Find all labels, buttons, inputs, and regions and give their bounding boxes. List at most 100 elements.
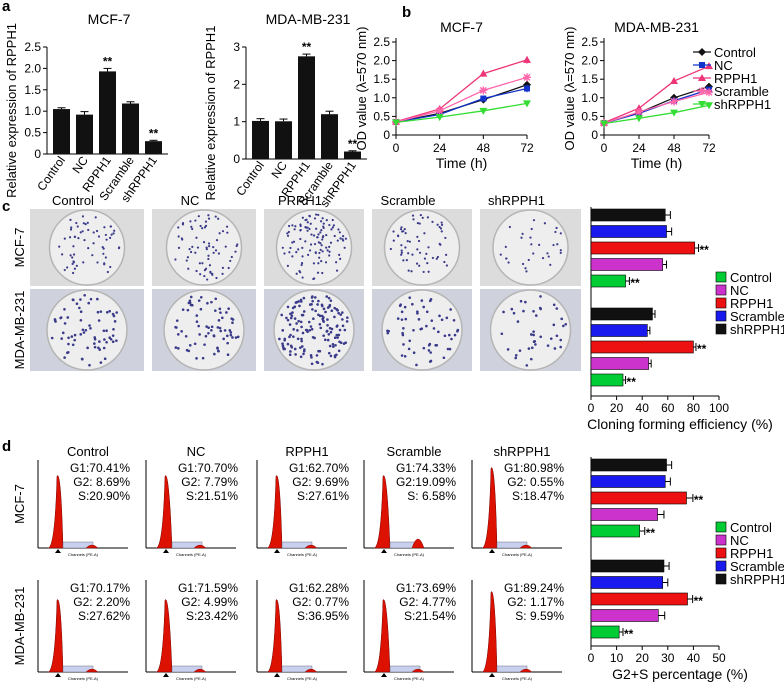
colony-dot: [292, 335, 295, 338]
cell-cycle-row-label: MDA-MB-231: [12, 587, 27, 666]
colony-dot: [319, 326, 323, 330]
colony-dot: [295, 251, 298, 254]
histogram-x-label: Channels (PE-A): [176, 676, 207, 681]
colony-dot: [543, 222, 547, 225]
series-line-shRPPH1: [395, 102, 528, 123]
cell-cycle-stat: G2: 4.99%: [181, 595, 238, 609]
colony-dot: [404, 246, 407, 249]
legend-label-Control: Control: [730, 270, 772, 285]
colony-dot: [401, 230, 404, 233]
colony-dot: [111, 340, 115, 344]
colony-dot: [280, 313, 283, 317]
colony-dot: [422, 305, 426, 309]
g1-peak: [155, 475, 173, 549]
g2-peak: [85, 668, 99, 673]
colony-dot: [397, 235, 400, 238]
g2-peak: [193, 668, 207, 673]
cell-cycle-stat: S: 9.59%: [515, 609, 564, 623]
panel-letter-b: b: [402, 4, 412, 21]
bar-shRPPH1: [145, 141, 162, 154]
bar-MCF-7-NC: [590, 508, 658, 521]
colony-dot: [228, 329, 232, 332]
colony-dot: [77, 236, 80, 240]
colony-dot: [318, 251, 321, 255]
colony-dot: [329, 299, 333, 302]
colony-dot: [331, 342, 335, 346]
y-tick-label: 2.0: [24, 61, 41, 75]
g2-peak: [411, 538, 425, 549]
x-tick-label: 0: [588, 651, 595, 665]
culture-dish: [383, 209, 461, 286]
colony-dot: [186, 256, 190, 259]
x-axis-label-c: Cloning forming efficiency (%): [587, 416, 773, 432]
colony-group-label: shRPPH1: [488, 193, 545, 208]
colony-dot: [396, 317, 400, 320]
colony-dot: [311, 299, 314, 303]
histogram-x-label: Channels (PE-A): [68, 552, 99, 557]
colony-dot: [73, 267, 76, 270]
colony-dot: [72, 271, 75, 275]
colony-dot: [552, 243, 555, 247]
colony-dot: [444, 236, 447, 240]
colony-dot: [175, 326, 178, 329]
x-tick-label: 30: [661, 651, 675, 665]
colony-dot: [446, 347, 450, 351]
colony-dot: [207, 254, 210, 257]
colony-dot: [312, 234, 316, 237]
bar-Scramble: [122, 103, 139, 154]
significance-label: **: [694, 493, 704, 507]
colony-dot: [303, 348, 306, 351]
colony-dot: [112, 314, 116, 318]
colony-dot: [317, 299, 320, 303]
x-tick-label: 20: [610, 401, 624, 415]
legend-marker-Scramble: [698, 87, 706, 95]
colony-dot: [306, 221, 309, 224]
colony-dot: [555, 334, 559, 338]
data-point-RPPH1: [705, 62, 713, 70]
colony-dot: [211, 272, 214, 275]
colony-dot: [443, 260, 446, 264]
colony-dot: [338, 231, 341, 234]
colony-group-label: PRRH1: [278, 193, 322, 208]
colony-dot: [197, 324, 200, 328]
colony-dot: [291, 311, 294, 314]
colony-dot: [329, 330, 333, 334]
colony-dot: [66, 316, 70, 319]
y-tick-label: 2.5: [373, 35, 390, 49]
cell-cycle-stat: G2: 1.17%: [507, 595, 564, 609]
colony-dot: [286, 232, 289, 235]
colony-dot: [216, 349, 220, 353]
data-point-RPPH1: [670, 77, 678, 85]
colony-group-label: Scramble: [381, 193, 436, 208]
colony-dot: [417, 239, 421, 243]
colony-dot: [320, 260, 323, 263]
data-point-Scramble: [670, 97, 678, 106]
colony-dot: [283, 337, 287, 341]
cell-cycle-stat: S:27.61%: [297, 489, 349, 503]
colony-dot: [291, 224, 294, 227]
colony-dot: [188, 248, 191, 251]
colony-dot: [113, 229, 116, 232]
colony-dot: [201, 227, 204, 230]
colony-dot: [106, 270, 109, 274]
colony-dot: [387, 329, 390, 333]
colony-dot: [217, 319, 221, 322]
cell-cycle-stat: S:23.42%: [186, 609, 238, 623]
colony-dot: [286, 264, 290, 267]
colony-dot: [181, 223, 185, 226]
x-tick-label: 24: [433, 141, 447, 155]
colony-dot: [539, 295, 542, 298]
colony-dot: [281, 246, 284, 249]
colony-dot: [93, 337, 97, 341]
bar-Control: [53, 109, 70, 154]
culture-dish: [492, 209, 569, 286]
y-tick-label: 1.0: [581, 91, 598, 105]
s-phase-area: [171, 665, 203, 673]
colony-dot: [521, 232, 524, 235]
colony-dot: [529, 333, 533, 336]
colony-dot: [78, 306, 81, 310]
colony-dot: [194, 251, 197, 254]
gate-marker: [163, 549, 169, 553]
significance-label: **: [646, 526, 656, 540]
series-line-Scramble: [603, 91, 710, 124]
